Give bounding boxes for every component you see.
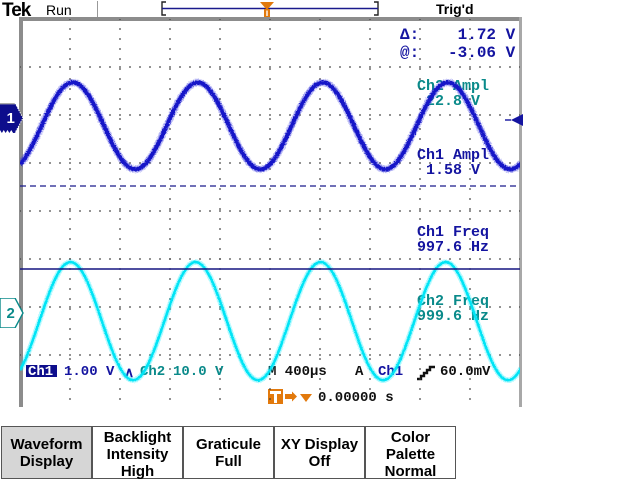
svg-text:2: 2 [7, 305, 15, 322]
svg-text:1: 1 [7, 110, 15, 127]
